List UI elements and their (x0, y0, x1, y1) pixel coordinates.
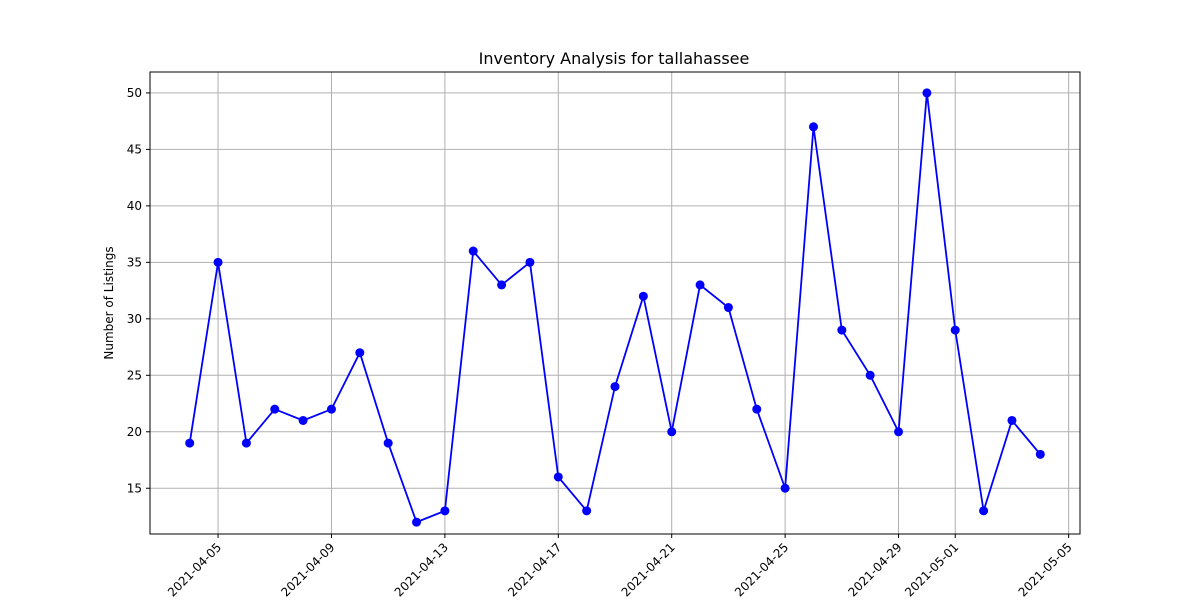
x-tick-label: 2021-04-05 (165, 540, 224, 599)
x-tick-label: 2021-04-17 (505, 540, 564, 599)
x-tick-label: 2021-04-13 (392, 540, 451, 599)
data-point (950, 325, 960, 335)
y-tick-label: 20 (127, 425, 142, 439)
data-point (270, 404, 280, 414)
data-point (723, 303, 733, 313)
x-tick-label: 2021-04-21 (619, 540, 678, 599)
data-point (837, 325, 847, 335)
data-point (979, 506, 989, 516)
grid-lines (150, 72, 1080, 534)
data-point (298, 415, 308, 425)
data-point (1007, 415, 1017, 425)
data-point (525, 257, 535, 267)
y-tick-label: 50 (127, 86, 142, 100)
x-axis: 2021-04-05 2021-04-09 2021-04-13 2021-04-17… (165, 534, 1075, 599)
data-point (553, 472, 563, 482)
data-point (638, 291, 648, 301)
data-point (780, 483, 790, 493)
x-tick-label: 2021-04-29 (845, 540, 904, 599)
data-point (185, 438, 195, 448)
data-point (808, 122, 818, 132)
plot-area-frame (149, 71, 1081, 535)
data-point (667, 427, 677, 437)
y-tick-label: 40 (127, 199, 142, 213)
data-point (1035, 449, 1045, 459)
data-point (497, 280, 507, 290)
data-point (582, 506, 592, 516)
series-line (188, 92, 1041, 524)
y-tick-label: 45 (127, 142, 142, 156)
y-tick-label: 25 (127, 368, 142, 382)
data-point (326, 404, 336, 414)
y-axis: 15 20 25 30 35 40 45 50 (127, 86, 150, 495)
data-point (922, 88, 932, 98)
data-point (865, 370, 875, 380)
y-tick-label: 15 (127, 481, 142, 495)
series-layer (185, 88, 1045, 527)
y-tick-label: 30 (127, 312, 142, 326)
x-tick-label: 2021-04-09 (278, 540, 337, 599)
data-point (383, 438, 393, 448)
data-point (241, 438, 251, 448)
x-tick-label: 2021-04-25 (732, 540, 791, 599)
x-tick-label: 2021-05-05 (1016, 540, 1075, 599)
data-point (213, 257, 223, 267)
data-point (468, 246, 478, 256)
data-point (894, 427, 904, 437)
data-point (440, 506, 450, 516)
y-tick-label: 35 (127, 255, 142, 269)
data-point (752, 404, 762, 414)
data-point (610, 382, 620, 392)
y-axis-label: Number of Listings (102, 246, 116, 359)
data-point (695, 280, 705, 290)
chart-title: Inventory Analysis for tallahassee (479, 49, 750, 68)
data-point (355, 348, 365, 358)
data-point (412, 517, 422, 527)
x-tick-label: 2021-05-01 (902, 540, 961, 599)
